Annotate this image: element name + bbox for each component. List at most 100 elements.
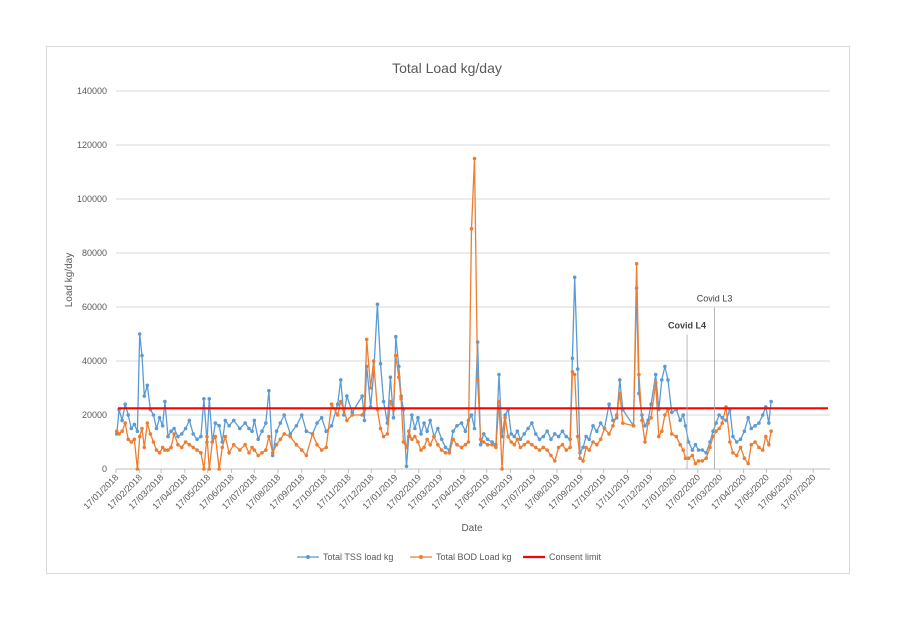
data-point — [288, 434, 293, 439]
data-point — [368, 386, 373, 390]
data-point — [570, 370, 575, 374]
data-point — [294, 442, 299, 447]
data-point — [140, 426, 144, 431]
data-point — [338, 378, 343, 382]
x-tick-labels: 17/01/201817/02/201817/03/201817/04/2018… — [81, 469, 818, 511]
data-point — [123, 402, 127, 407]
data-point — [591, 424, 595, 428]
data-point — [393, 334, 398, 339]
data-point — [129, 440, 134, 444]
data-point — [217, 424, 222, 428]
data-point — [223, 418, 228, 423]
data-point — [478, 437, 483, 442]
data-point — [481, 440, 486, 444]
data-point — [404, 464, 409, 469]
data-point — [683, 424, 688, 428]
data-point — [388, 375, 393, 380]
data-point — [552, 432, 557, 436]
y-tick-label: 120000 — [77, 140, 107, 150]
data-point — [172, 426, 176, 431]
data-point — [166, 434, 170, 439]
data-point — [183, 440, 188, 444]
data-point — [617, 391, 622, 396]
data-point — [238, 448, 242, 452]
data-point — [509, 440, 514, 444]
data-point — [728, 440, 732, 444]
data-point — [674, 434, 679, 439]
data-point — [335, 413, 340, 417]
data-point — [264, 421, 268, 425]
data-point — [515, 437, 520, 442]
data-point — [163, 399, 167, 404]
data-point — [381, 399, 386, 404]
data-point — [587, 448, 591, 452]
data-point — [602, 426, 607, 431]
data-point — [213, 434, 218, 439]
data-point — [135, 429, 140, 434]
data-point — [401, 440, 406, 444]
data-point — [717, 413, 721, 417]
data-point — [252, 418, 257, 423]
data-point — [362, 418, 367, 423]
data-point — [522, 442, 527, 447]
data-point — [120, 429, 124, 434]
data-point — [163, 448, 167, 452]
data-point — [123, 421, 127, 425]
data-point — [734, 453, 739, 458]
data-point — [410, 413, 414, 417]
data-point — [443, 445, 448, 450]
data-point — [166, 448, 170, 452]
data-point — [160, 424, 165, 428]
y-tick-label: 100000 — [77, 194, 107, 204]
data-point — [575, 434, 580, 439]
series-lines — [114, 156, 828, 471]
data-point — [425, 437, 429, 442]
data-point — [753, 424, 757, 428]
data-point — [278, 437, 283, 442]
data-point — [288, 432, 293, 436]
data-point — [649, 402, 653, 407]
data-point — [335, 402, 340, 407]
data-point — [256, 453, 260, 458]
data-point — [643, 424, 647, 428]
data-point — [157, 451, 162, 455]
data-point — [767, 442, 771, 447]
data-point — [364, 337, 369, 342]
data-point — [117, 432, 121, 436]
data-point — [315, 442, 319, 447]
data-point — [541, 445, 546, 450]
data-point — [530, 442, 534, 447]
y-tick-label: 80000 — [82, 248, 107, 258]
data-point — [220, 445, 225, 450]
data-point — [711, 434, 715, 439]
data-point — [140, 353, 144, 358]
data-point — [260, 451, 264, 455]
data-point — [598, 437, 603, 442]
data-point — [256, 437, 260, 442]
data-point — [299, 448, 304, 452]
data-point — [135, 467, 140, 471]
data-point — [757, 445, 761, 450]
data-point — [428, 442, 432, 447]
data-point — [617, 378, 622, 382]
data-point — [132, 437, 137, 442]
data-point — [469, 226, 474, 231]
data-point — [350, 410, 355, 415]
data-point — [466, 440, 471, 444]
data-point — [660, 429, 664, 434]
data-point — [607, 432, 611, 436]
data-point — [282, 413, 286, 417]
data-point — [693, 442, 698, 447]
data-point — [187, 418, 192, 423]
data-point — [413, 426, 417, 431]
data-point — [653, 380, 658, 385]
data-point — [704, 451, 708, 455]
data-point — [114, 429, 119, 434]
chart-title: Total Load kg/day — [392, 60, 502, 76]
data-point — [428, 418, 432, 423]
y-tick-label: 140000 — [77, 86, 107, 96]
data-point — [720, 421, 725, 425]
data-point — [669, 432, 674, 436]
data-point — [714, 429, 718, 434]
data-point — [195, 448, 199, 452]
